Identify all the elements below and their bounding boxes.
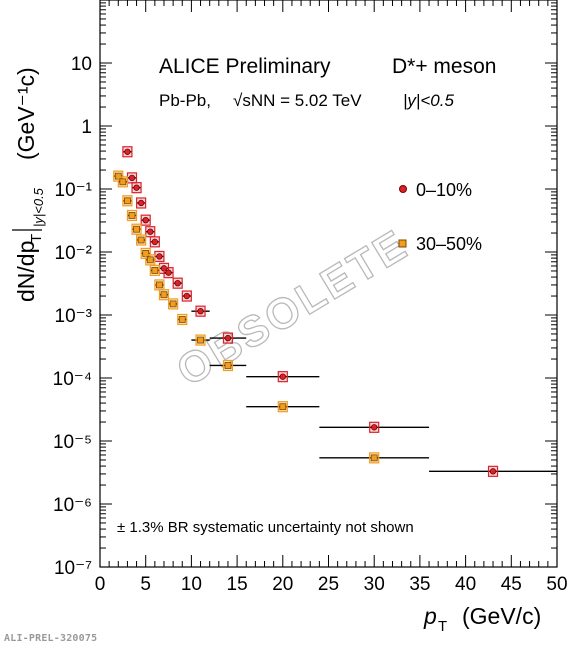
y-tick-label: 10⁻² [55,243,93,264]
x-tick-label: 30 [364,574,385,595]
x-tick-label: 35 [409,574,430,595]
data-point [165,269,172,276]
watermark: OBSOLETE [169,220,417,395]
data-point [183,292,191,300]
x-axis-unit: (GeV/c) [462,603,541,629]
y-tick-label: 10⁻⁶ [53,495,92,516]
x-tick-label: 10 [181,574,202,595]
data-point [137,199,145,207]
y-tick-label: 10⁻⁵ [53,432,92,453]
series-0-10 [122,146,557,477]
series-30-50 [113,170,430,464]
data-point [142,216,149,224]
data-point [197,336,204,344]
header-right: D*+ meson [392,55,496,78]
y-tick-label: 10⁻⁴ [53,369,92,390]
data-point [124,197,131,205]
data-point [279,403,287,411]
x-tick-label: 25 [318,574,339,595]
data-point [156,281,163,289]
legend-label-0-10: 0–10% [416,180,472,200]
data-point [146,256,154,264]
br-note: ± 1.3% BR systematic uncertainty not sho… [117,519,414,536]
subheader-system: Pb-Pb, [159,91,211,110]
y-tick-labels: 10⁻⁷ 10⁻⁶ 10⁻⁵ 10⁻⁴ 10⁻³ 10⁻² 10⁻¹ 1 10 [53,54,92,579]
data-point [224,362,232,369]
y-tick-label: 1 [81,117,92,138]
x-axis-sub: T [438,618,447,635]
data-point [156,253,163,260]
y-axis-sub: T [28,234,45,243]
y-tick-label: 10⁻³ [55,306,93,327]
x-tick-labels: 0 5 10 15 20 25 30 35 40 45 50 [95,574,568,595]
x-axis-label: p T (GeV/c) [423,603,541,635]
data-point [370,454,378,462]
y-axis-label: dN/dp T |y|<0.5 (GeV⁻¹c) [12,67,46,302]
data-point [169,300,177,308]
data-point [124,148,131,155]
x-tick-label: 15 [227,574,248,595]
data-point [133,184,140,191]
data-point [128,212,136,219]
subheader-rapidity: |y|<0.5 [403,91,454,110]
data-point [489,468,497,475]
x-axis-var: p [423,603,437,629]
x-tick-label: 40 [455,574,476,595]
y-tick-label: 10 [71,54,92,75]
legend-marker-0-10 [399,185,407,193]
header-left: ALICE Preliminary [159,55,331,78]
x-tick-label: 0 [95,574,106,595]
legend-label-30-50: 30–50% [416,234,482,254]
subheader-energy: √sNN = 5.02 TeV [233,91,362,110]
data-point [371,424,378,431]
axis-ticks [99,0,558,568]
x-tick-label: 50 [546,574,567,595]
data-point [151,267,159,274]
data-point [178,316,186,323]
data-point [160,291,168,299]
x-tick-label: 45 [501,574,522,595]
y-axis-unit: (GeV⁻¹c) [13,67,39,160]
data-point [128,174,136,182]
x-tick-label: 5 [140,574,151,595]
data-point [197,307,204,315]
y-tick-label: 10⁻⁷ [54,558,92,579]
data-marks [113,146,557,477]
data-point [151,238,159,246]
data-point [119,178,127,186]
legend-marker-30-50 [398,239,407,248]
data-point [133,225,140,233]
x-tick-label: 20 [272,574,293,595]
legend: 0–10% 30–50% [398,180,482,254]
figure-id: ALI-PREL-320075 [4,633,98,644]
data-point [147,228,154,235]
data-point [137,236,145,244]
data-point [279,373,286,380]
y-axis-main: dN/dp [13,241,39,302]
data-point [174,279,181,287]
y-axis-range: |y|<0.5 [31,187,46,227]
y-tick-label: 10⁻¹ [55,180,93,201]
data-point [224,334,232,342]
